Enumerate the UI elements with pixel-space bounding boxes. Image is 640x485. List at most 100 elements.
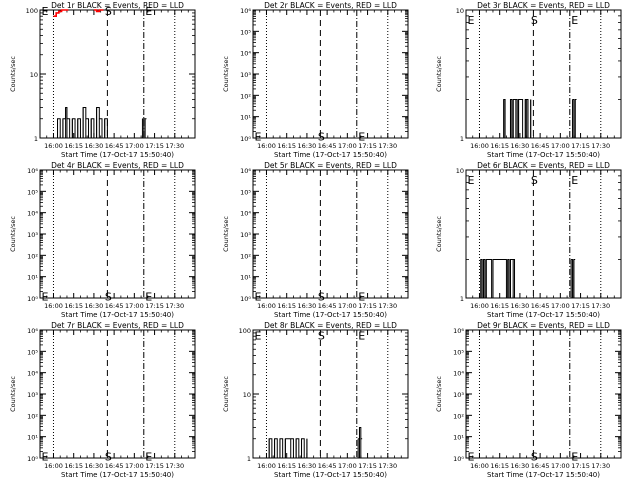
x-axis-label: Start Time (17-Oct-17 15:50:40) [274,471,387,479]
x-tick-label: 17:15 [358,302,377,310]
event-series [267,426,363,459]
panel-title: Det 1r BLACK = Events, RED = LLD [51,1,184,10]
x-tick-label: 16:30 [85,142,104,150]
y-axis-label: Counts/sec [222,376,230,412]
plot-frame [39,169,196,299]
y-tick-label: 10⁶ [240,7,251,15]
y-tick-label: 10 [243,391,251,399]
y-tick-label: 10⁰ [240,295,251,303]
marker-E-left: E [255,291,262,304]
y-tick-label: 10⁵ [27,348,38,356]
plot-frame [465,329,622,459]
marker-E: E [358,330,365,343]
x-tick-label: 16:15 [64,462,83,470]
marker-E: E [571,14,578,27]
x-tick-label: 17:30 [165,462,184,470]
x-axis-label: Start Time (17-Oct-17 15:50:40) [487,151,600,159]
marker-E-left: E [42,451,49,464]
y-tick-label: 10⁴ [240,210,251,218]
lld-series [93,9,104,13]
y-axis-label: Counts/sec [435,216,443,252]
y-tick-label: 10 [456,7,464,15]
x-tick-label: 16:45 [531,142,550,150]
x-tick-label: 16:30 [85,462,104,470]
x-tick-label: 16:15 [490,302,509,310]
detector-panel-7: Det 7r BLACK = Events, RED = LLD Counts/s… [9,321,196,479]
x-tick-label: 16:30 [511,302,530,310]
marker-E-left: E [255,131,262,144]
x-tick-label: 16:45 [531,302,550,310]
lld-series [53,9,69,18]
x-tick-label: 16:15 [490,462,509,470]
x-tick-label: 17:30 [591,142,610,150]
marker-S: S [105,291,112,304]
y-tick-label: 10⁰ [453,455,464,463]
panel-title: Det 3r BLACK = Events, RED = LLD [477,1,610,10]
marker-E-left: E [468,451,475,464]
plot-frame [252,169,409,299]
x-tick-label: 16:00 [44,302,63,310]
panel-title: Det 6r BLACK = Events, RED = LLD [477,161,610,170]
x-tick-label: 16:45 [531,462,550,470]
x-tick-label: 17:30 [165,142,184,150]
y-tick-label: 10⁶ [27,167,38,175]
marker-E: E [571,174,578,187]
y-tick-label: 10³ [27,231,38,239]
x-tick-label: 16:00 [257,142,276,150]
detector-panel-5: Det 5r BLACK = Events, RED = LLD Counts/s… [222,161,409,319]
x-tick-label: 16:45 [318,302,337,310]
x-tick-label: 16:45 [318,462,337,470]
x-tick-label: 16:00 [257,462,276,470]
x-tick-label: 17:15 [571,462,590,470]
y-axis-label: Counts/sec [435,56,443,92]
y-tick-label: 10 [456,167,464,175]
y-tick-label: 10² [240,252,251,260]
x-tick-label: 16:45 [105,462,124,470]
y-tick-label: 10⁵ [453,348,464,356]
y-tick-label: 10⁶ [453,327,464,335]
y-tick-label: 10² [27,252,38,260]
x-tick-label: 17:15 [571,142,590,150]
x-axis-label: Start Time (17-Oct-17 15:50:40) [61,151,174,159]
x-axis-label: Start Time (17-Oct-17 15:50:40) [274,151,387,159]
y-tick-label: 10⁰ [27,455,38,463]
x-axis-label: Start Time (17-Oct-17 15:50:40) [61,471,174,479]
marker-E: E [145,451,152,464]
x-tick-label: 17:15 [358,142,377,150]
x-tick-label: 17:00 [551,142,570,150]
x-tick-label: 16:15 [277,302,296,310]
x-tick-label: 17:00 [338,302,357,310]
x-tick-label: 16:00 [44,142,63,150]
panel-title: Det 5r BLACK = Events, RED = LLD [264,161,397,170]
y-tick-label: 10¹ [27,274,38,282]
y-tick-label: 100 [26,7,38,15]
y-tick-label: 100 [239,327,251,335]
y-tick-label: 10⁵ [27,188,38,196]
y-tick-label: 10¹ [240,114,251,122]
x-tick-label: 16:00 [44,462,63,470]
y-tick-label: 1 [460,135,464,143]
marker-S: S [531,174,538,187]
x-tick-label: 16:30 [298,462,317,470]
x-axis-label: Start Time (17-Oct-17 15:50:40) [274,311,387,319]
marker-E: E [571,451,578,464]
y-tick-label: 10⁴ [240,50,251,58]
y-tick-label: 10⁶ [27,327,38,335]
x-tick-label: 17:00 [125,462,144,470]
panel-title: Det 2r BLACK = Events, RED = LLD [264,1,397,10]
x-tick-label: 16:45 [105,142,124,150]
y-tick-label: 10⁰ [240,135,251,143]
marker-S: S [318,291,325,304]
detector-panel-4: Det 4r BLACK = Events, RED = LLD Counts/s… [9,161,196,319]
y-tick-label: 1 [460,295,464,303]
x-tick-label: 17:30 [591,462,610,470]
y-axis-label: Counts/sec [222,56,230,92]
x-axis-label: Start Time (17-Oct-17 15:50:40) [61,311,174,319]
y-tick-label: 10³ [240,231,251,239]
y-tick-label: 10⁵ [240,188,251,196]
x-tick-label: 16:30 [85,302,104,310]
marker-E-left: E [42,291,49,304]
y-tick-label: 10² [27,412,38,420]
y-tick-label: 10⁶ [240,167,251,175]
